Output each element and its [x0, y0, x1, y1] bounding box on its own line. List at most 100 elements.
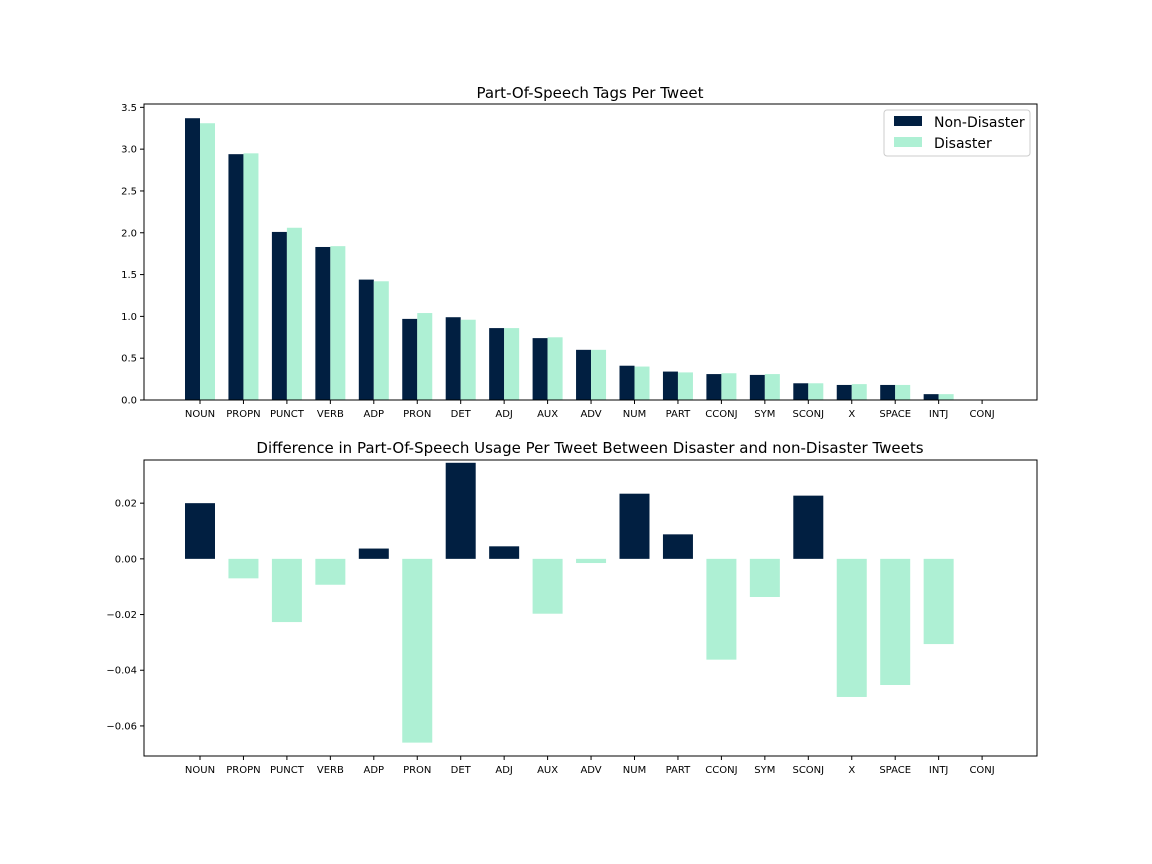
- bar-non-disaster-sym: [749, 374, 765, 400]
- bar-disaster-noun: [200, 123, 215, 401]
- bar-non-disaster-num: [619, 365, 635, 400]
- bar-disaster-cconj: [721, 373, 737, 400]
- y-tick-label: 0.00: [115, 554, 137, 565]
- chart-title: Part-Of-Speech Tags Per Tweet: [476, 84, 703, 102]
- bar-difference-adj: [489, 546, 520, 559]
- y-axis: 0.0 0.5 1.0 1.5 2.0 2.5 3.0 3.5: [121, 103, 144, 407]
- x-tick-label-pron: PRON: [403, 765, 431, 776]
- x-tick-label-part: PART: [666, 765, 691, 776]
- bar-non-disaster-adv: [576, 349, 592, 400]
- bar-difference-sym: [749, 558, 780, 598]
- x-tick-label-adv: ADV: [580, 409, 601, 420]
- y-axis: −0.06 −0.04 −0.02 0.00 0.02: [106, 499, 144, 732]
- x-tick-label-adv: ADV: [580, 765, 601, 776]
- x-tick-label-verb: VERB: [317, 765, 344, 776]
- x-tick-label-adj: ADJ: [495, 765, 513, 776]
- legend-swatch-non-disaster: [894, 116, 922, 126]
- x-tick-label-sconj: SCONJ: [792, 409, 824, 420]
- bar-difference-intj: [923, 558, 954, 645]
- legend-label-non-disaster: Non-Disaster: [934, 115, 1025, 131]
- x-tick-label-space: SPACE: [879, 409, 911, 420]
- x-tick-label-part: PART: [666, 409, 691, 420]
- x-tick-label-det: DET: [451, 765, 472, 776]
- x-tick-label-conj: CONJ: [969, 409, 994, 420]
- bars-layer: [185, 118, 954, 401]
- bar-non-disaster-intj: [923, 394, 939, 400]
- bar-disaster-propn: [243, 153, 259, 400]
- y-tick-label: 2.0: [121, 228, 137, 239]
- bar-difference-part: [662, 534, 693, 559]
- x-tick-label-aux: AUX: [537, 765, 558, 776]
- bar-non-disaster-adj: [489, 328, 505, 400]
- x-tick-label-noun: NOUN: [185, 765, 215, 776]
- x-tick-label-intj: INTJ: [929, 409, 949, 420]
- y-tick-label: −0.04: [106, 666, 137, 677]
- x-tick-label-sym: SYM: [754, 765, 775, 776]
- x-tick-label-sconj: SCONJ: [792, 765, 824, 776]
- y-tick-label: 3.0: [121, 145, 137, 156]
- bar-disaster-det: [460, 319, 476, 400]
- x-tick-label-adp: ADP: [364, 409, 385, 420]
- bar-disaster-sconj: [808, 383, 824, 400]
- bar-non-disaster-det: [445, 317, 461, 400]
- bar-difference-aux: [532, 558, 563, 614]
- bars-layer: [185, 462, 954, 743]
- bar-non-disaster-adp: [358, 279, 374, 400]
- bar-difference-space: [880, 558, 911, 685]
- bar-disaster-punct: [286, 227, 302, 400]
- x-tick-label-verb: VERB: [317, 409, 344, 420]
- bar-difference-punct: [271, 558, 302, 623]
- x-tick-label-cconj: CCONJ: [705, 765, 737, 776]
- x-tick-label-pron: PRON: [403, 409, 431, 420]
- legend: Non-Disaster Disaster: [883, 109, 1031, 157]
- y-tick-label: 0.5: [121, 354, 137, 365]
- pos-tags-per-tweet-chart: Part-Of-Speech Tags Per Tweet 0.0 0.5 1.0 1…: [121, 84, 1038, 420]
- x-axis: NOUN PROPN PUNCT VERB ADP PRON DET ADJ AUX ADV NUM…: [185, 400, 995, 420]
- bar-difference-pron: [402, 558, 433, 743]
- bar-difference-noun: [185, 503, 215, 559]
- y-tick-label: −0.02: [106, 610, 137, 621]
- bar-disaster-verb: [330, 246, 346, 400]
- bar-non-disaster-sconj: [793, 383, 809, 400]
- bar-disaster-adj: [504, 328, 520, 400]
- bar-difference-x: [836, 558, 867, 697]
- y-tick-label: 0.0: [121, 396, 137, 407]
- x-tick-label-aux: AUX: [537, 409, 558, 420]
- x-tick-label-sym: SYM: [754, 409, 775, 420]
- bar-disaster-sym: [764, 374, 780, 400]
- x-tick-label-adj: ADJ: [495, 409, 513, 420]
- bar-disaster-intj: [938, 394, 954, 400]
- x-tick-label-intj: INTJ: [929, 765, 949, 776]
- legend-label-disaster: Disaster: [934, 136, 992, 152]
- bar-difference-sconj: [793, 495, 824, 559]
- x-tick-label-noun: NOUN: [185, 409, 215, 420]
- bar-non-disaster-x: [836, 384, 852, 400]
- bar-disaster-aux: [547, 337, 563, 400]
- bar-difference-adv: [576, 558, 607, 564]
- bar-disaster-pron: [417, 313, 433, 400]
- bar-non-disaster-aux: [532, 338, 548, 400]
- x-tick-label-propn: PROPN: [226, 409, 260, 420]
- x-tick-label-num: NUM: [623, 409, 646, 420]
- legend-swatch-disaster: [894, 137, 922, 147]
- plot-frame: [143, 103, 1038, 401]
- x-tick-label-x: X: [848, 409, 855, 420]
- bar-non-disaster-space: [880, 384, 896, 400]
- x-tick-label-x: X: [848, 765, 855, 776]
- bar-non-disaster-verb: [315, 246, 331, 400]
- x-tick-label-propn: PROPN: [226, 765, 260, 776]
- bar-disaster-x: [851, 384, 867, 400]
- bar-disaster-num: [634, 366, 650, 400]
- y-tick-label: 1.5: [121, 270, 137, 281]
- x-axis: NOUN PROPN PUNCT VERB ADP PRON DET ADJ AUX ADV NUM…: [185, 756, 995, 776]
- bar-difference-verb: [315, 558, 346, 585]
- bar-difference-cconj: [706, 558, 737, 660]
- x-tick-label-conj: CONJ: [969, 765, 994, 776]
- x-tick-label-cconj: CCONJ: [705, 409, 737, 420]
- x-tick-label-adp: ADP: [364, 765, 385, 776]
- y-tick-label: 2.5: [121, 186, 137, 197]
- bar-disaster-part: [677, 372, 693, 400]
- x-tick-label-num: NUM: [623, 765, 646, 776]
- bar-non-disaster-propn: [228, 154, 244, 400]
- bar-non-disaster-cconj: [706, 374, 722, 400]
